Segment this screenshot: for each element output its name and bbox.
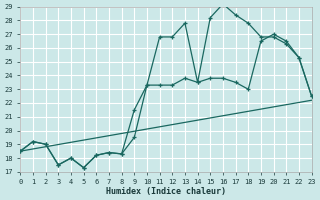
X-axis label: Humidex (Indice chaleur): Humidex (Indice chaleur) bbox=[106, 187, 226, 196]
